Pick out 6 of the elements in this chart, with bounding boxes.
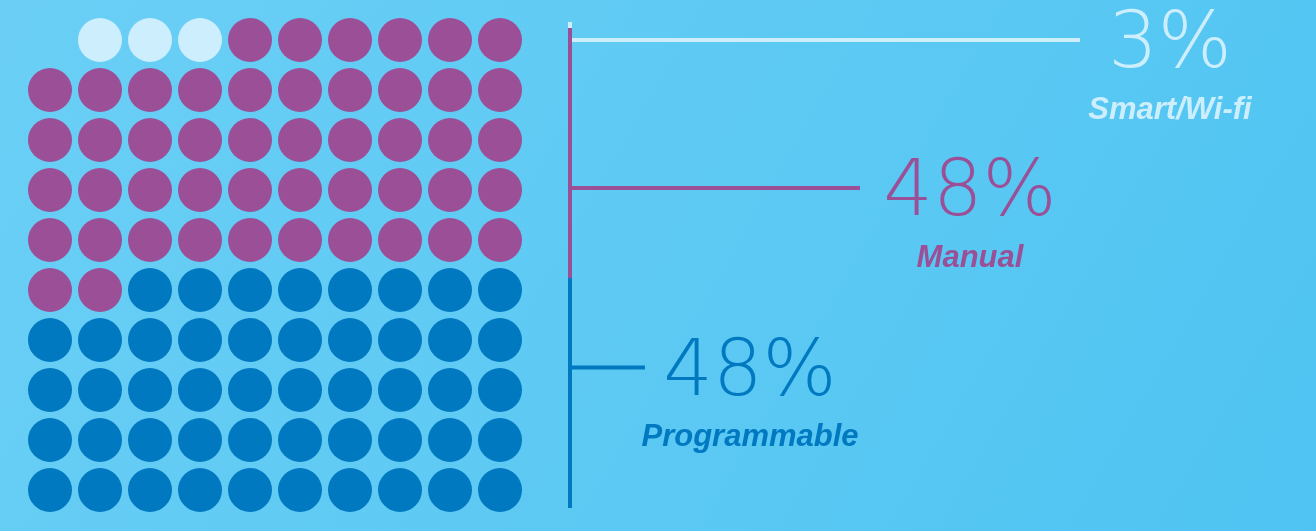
data-label: 48% xyxy=(663,322,837,413)
category-label: Programmable xyxy=(641,418,859,453)
category-label: Manual xyxy=(916,238,1025,274)
data-label: 3% xyxy=(1108,0,1232,85)
category-label: Smart/Wi-fi xyxy=(1088,90,1254,126)
data-label: 48% xyxy=(883,143,1057,233)
